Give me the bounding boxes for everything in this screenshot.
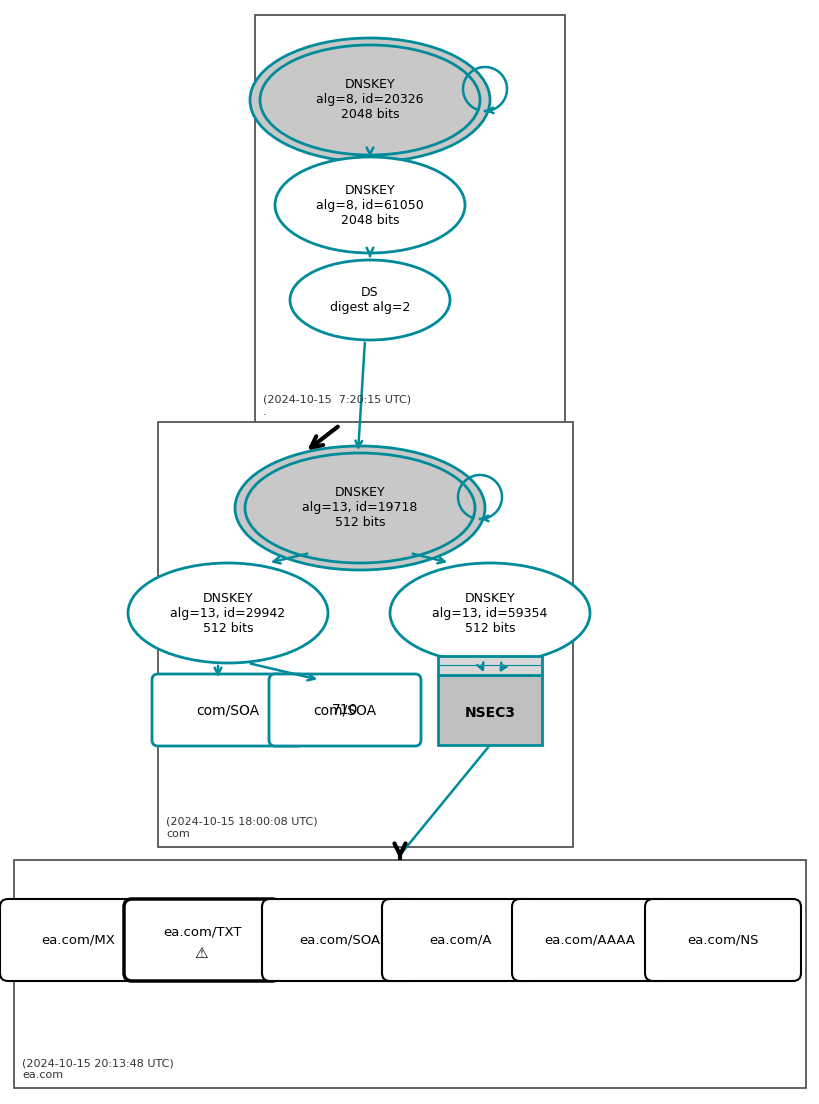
Text: DNSKEY
alg=13, id=29942
512 bits: DNSKEY alg=13, id=29942 512 bits [170,592,286,635]
FancyBboxPatch shape [152,675,304,746]
Text: ea.com/MX: ea.com/MX [41,934,115,946]
Text: (2024-10-15 18:00:08 UTC): (2024-10-15 18:00:08 UTC) [166,817,318,827]
Text: ea.com/NS: ea.com/NS [687,934,758,946]
Text: DNSKEY
alg=13, id=59354
512 bits: DNSKEY alg=13, id=59354 512 bits [432,592,548,635]
Ellipse shape [390,563,590,664]
Ellipse shape [245,453,475,563]
Text: DNSKEY
alg=8, id=61050
2048 bits: DNSKEY alg=8, id=61050 2048 bits [316,183,424,226]
Text: DNSKEY
alg=13, id=19718
512 bits: DNSKEY alg=13, id=19718 512 bits [302,487,418,530]
Bar [14,860,806,1089]
FancyBboxPatch shape [269,675,421,746]
Text: DNSKEY
alg=8, id=20326
2048 bits: DNSKEY alg=8, id=20326 2048 bits [316,78,423,121]
Ellipse shape [260,45,480,155]
Ellipse shape [275,157,465,253]
Ellipse shape [290,261,450,340]
Text: (2024-10-15  7:20:15 UTC): (2024-10-15 7:20:15 UTC) [263,395,411,405]
FancyBboxPatch shape [645,899,801,981]
Bar [255,15,565,425]
Text: DS
digest alg=2: DS digest alg=2 [330,286,410,314]
FancyBboxPatch shape [124,899,280,981]
Text: ea.com/A: ea.com/A [429,934,491,946]
Bar [438,675,542,745]
Text: com/SOA: com/SOA [197,703,260,716]
Text: .: . [263,407,267,417]
Ellipse shape [250,38,490,162]
Text: ea.com/SOA: ea.com/SOA [300,934,381,946]
FancyBboxPatch shape [0,899,156,981]
Ellipse shape [128,563,328,664]
Text: 710: 710 [332,703,358,716]
FancyBboxPatch shape [382,899,538,981]
Text: ea.com/AAAA: ea.com/AAAA [545,934,636,946]
Text: com/SOA: com/SOA [314,703,377,716]
Text: ⚠️: ⚠️ [195,945,209,960]
Text: ea.com: ea.com [22,1070,63,1080]
Text: NSEC3: NSEC3 [464,705,515,720]
Text: com: com [166,829,190,839]
Bar [438,656,542,675]
FancyBboxPatch shape [512,899,668,981]
Bar [158,422,573,847]
Ellipse shape [235,446,485,570]
Text: (2024-10-15 20:13:48 UTC): (2024-10-15 20:13:48 UTC) [22,1058,174,1068]
Text: ea.com/TXT: ea.com/TXT [163,925,242,938]
FancyBboxPatch shape [262,899,418,981]
